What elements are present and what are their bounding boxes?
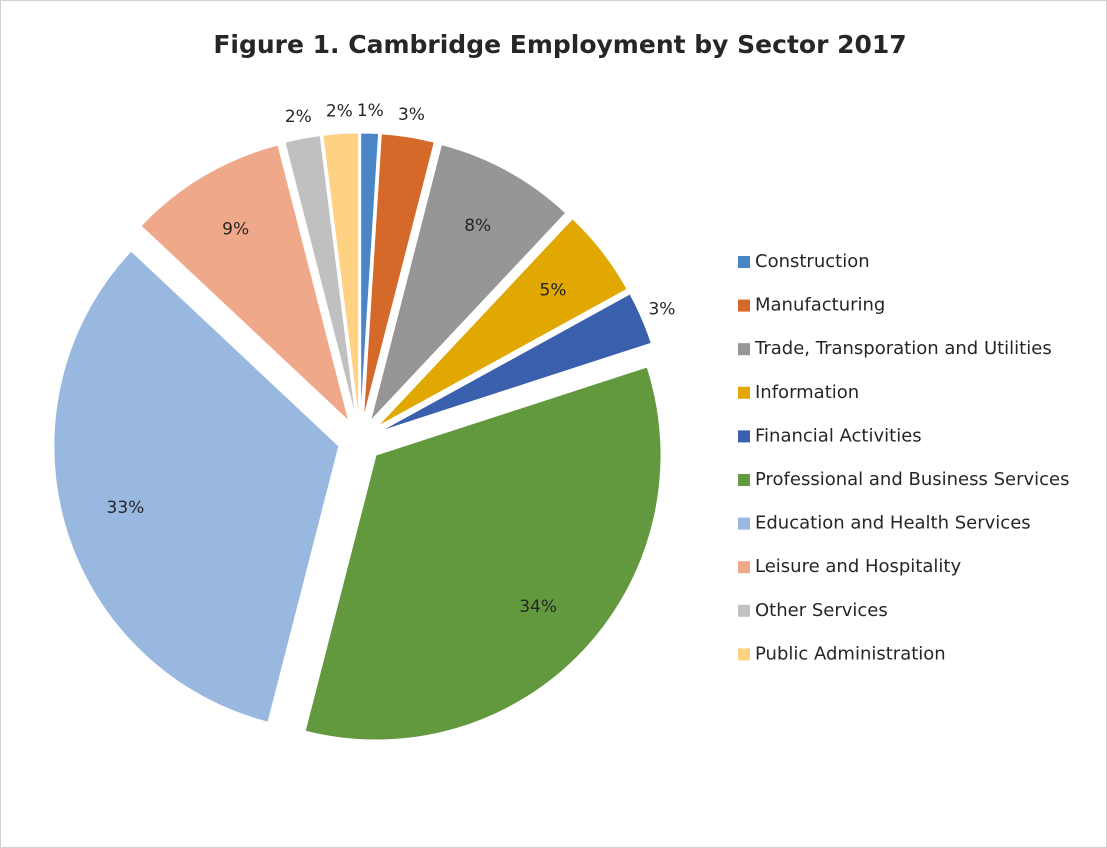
pie-slice	[360, 132, 380, 419]
data-label: 9%	[222, 220, 249, 240]
legend-label: Other Services	[755, 600, 888, 621]
legend-label: Leisure and Hospitality	[755, 556, 961, 577]
pie-slice	[362, 133, 435, 419]
data-label: 3%	[648, 299, 675, 319]
legend-swatch	[738, 256, 750, 268]
data-label: 2%	[326, 102, 353, 122]
legend-label: Manufacturing	[755, 295, 885, 316]
legend-label: Public Administration	[755, 643, 946, 664]
legend-swatch	[738, 604, 750, 617]
legend-swatch	[738, 648, 750, 661]
pie-slice	[53, 250, 340, 723]
pie-slice	[379, 293, 652, 432]
pie-slice	[140, 144, 350, 423]
data-label: 3%	[398, 105, 425, 125]
chart-title: Figure 1. Cambridge Employment by Sector…	[213, 30, 906, 59]
legend-label: Construction	[755, 251, 870, 272]
legend-swatch	[738, 386, 750, 399]
pie-slice	[322, 132, 360, 419]
legend-swatch	[738, 474, 750, 486]
legend-swatch	[738, 561, 750, 574]
data-label: 5%	[540, 280, 567, 300]
data-label: 34%	[519, 597, 557, 617]
legend-label: Trade, Transporation and Utilities	[754, 338, 1052, 359]
legend-label: Professional and Business Services	[755, 469, 1069, 490]
data-label: 2%	[285, 107, 312, 127]
data-label: 1%	[357, 101, 384, 121]
legend-swatch	[738, 517, 750, 530]
pie-slice	[284, 135, 357, 419]
legend-swatch	[738, 430, 750, 443]
legend-label: Financial Activities	[755, 425, 922, 446]
pie-slice	[370, 144, 567, 422]
pie-slice	[304, 366, 662, 741]
legend-label: Education and Health Services	[755, 513, 1031, 534]
pie-slice	[377, 218, 628, 427]
legend-label: Information	[755, 382, 859, 403]
data-label: 8%	[464, 216, 491, 236]
data-label: 33%	[107, 498, 145, 518]
legend-swatch	[738, 299, 750, 312]
legend-swatch	[738, 343, 750, 356]
